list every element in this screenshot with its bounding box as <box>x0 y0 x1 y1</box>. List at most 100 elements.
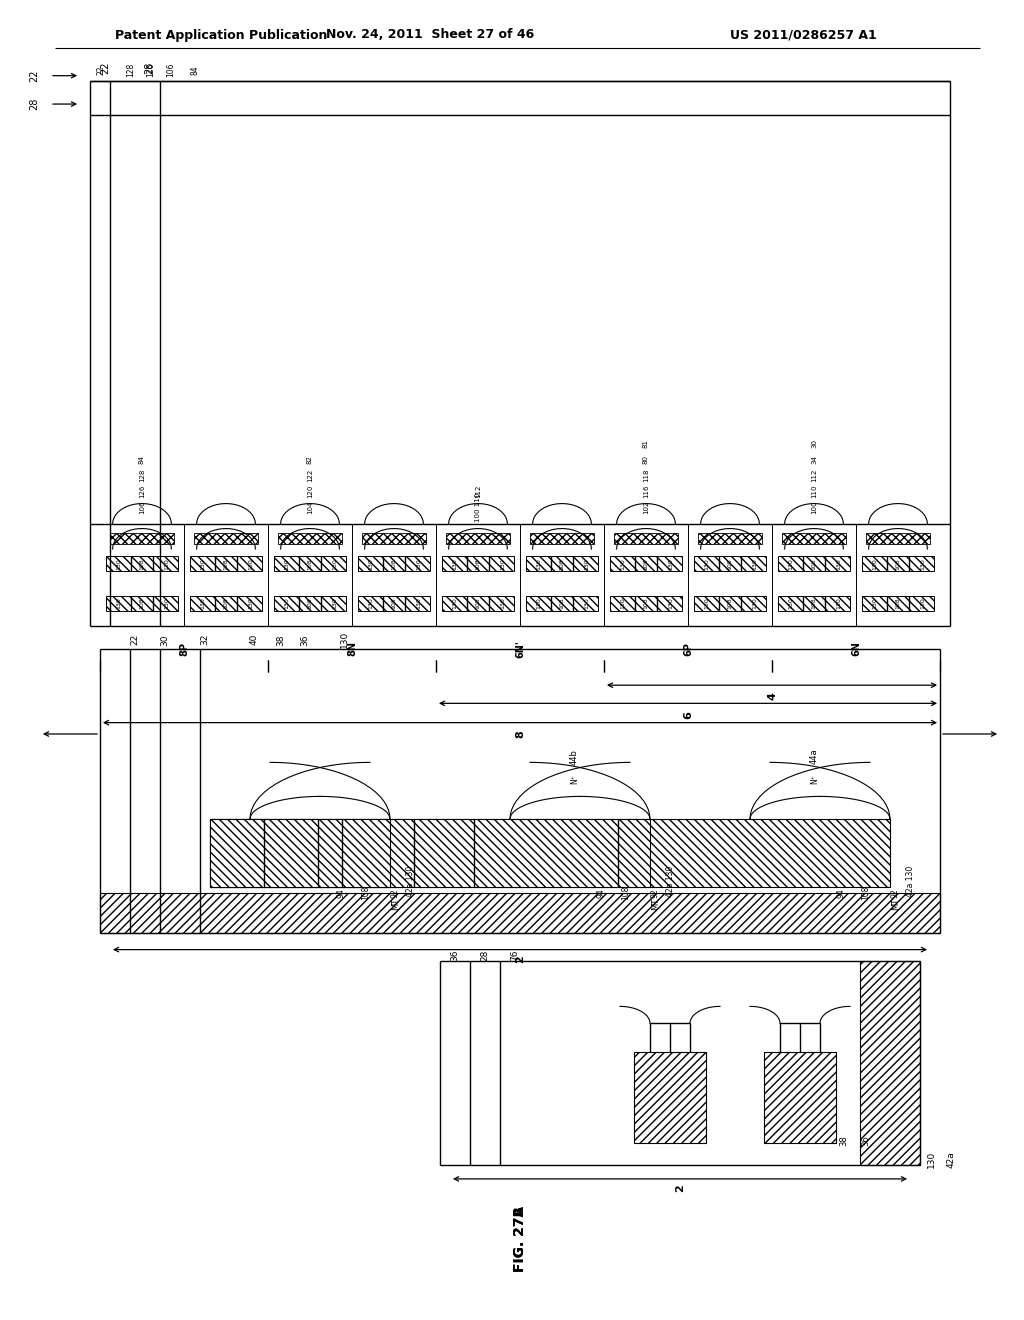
Text: 84: 84 <box>139 455 145 463</box>
Text: 6N': 6N' <box>515 640 525 657</box>
Text: 130: 130 <box>285 598 290 610</box>
Text: 6: 6 <box>683 710 693 718</box>
Text: 38: 38 <box>840 1135 849 1146</box>
Text: 116: 116 <box>643 484 649 498</box>
Text: 108: 108 <box>475 598 480 610</box>
Text: 108: 108 <box>391 598 396 610</box>
Text: 32: 32 <box>200 634 209 645</box>
Text: 130: 130 <box>837 598 842 610</box>
Text: 81: 81 <box>643 440 649 447</box>
Polygon shape <box>778 556 850 572</box>
Text: 130: 130 <box>669 598 674 610</box>
Text: 8N: 8N <box>347 642 357 656</box>
Polygon shape <box>634 1052 706 1143</box>
Polygon shape <box>442 556 514 572</box>
Text: 130: 130 <box>285 558 290 570</box>
Polygon shape <box>210 820 390 887</box>
Text: 94: 94 <box>597 888 606 898</box>
Polygon shape <box>106 597 178 611</box>
Polygon shape <box>526 556 598 572</box>
Text: 28: 28 <box>29 98 39 111</box>
Text: 36: 36 <box>300 634 309 645</box>
Text: 126: 126 <box>139 484 145 498</box>
Text: 108: 108 <box>727 598 732 610</box>
Text: 130: 130 <box>621 598 626 610</box>
Text: 108: 108 <box>391 558 396 569</box>
Text: 42a: 42a <box>947 1151 956 1168</box>
Text: MT: MT <box>891 898 900 911</box>
Polygon shape <box>860 961 920 1166</box>
Text: 108: 108 <box>896 558 900 569</box>
Text: 130: 130 <box>872 558 878 570</box>
Polygon shape <box>358 556 430 572</box>
Text: 108: 108 <box>139 558 144 569</box>
Text: 6P: 6P <box>683 642 693 656</box>
Text: 130: 130 <box>369 558 374 570</box>
Text: 130: 130 <box>369 598 374 610</box>
Text: 30: 30 <box>160 634 169 645</box>
Text: 130: 130 <box>621 558 626 570</box>
Text: MT: MT <box>391 898 400 911</box>
Text: 22: 22 <box>29 70 39 82</box>
Text: 2: 2 <box>675 1184 685 1192</box>
Text: 118: 118 <box>643 469 649 482</box>
Text: 36: 36 <box>861 1135 870 1146</box>
Text: 112: 112 <box>475 484 481 498</box>
Text: 100: 100 <box>811 500 817 513</box>
Text: US 2011/0286257 A1: US 2011/0286257 A1 <box>730 29 877 41</box>
Text: Patent Application Publication: Patent Application Publication <box>115 29 328 41</box>
Text: 104: 104 <box>307 500 313 513</box>
Text: 130: 130 <box>417 598 422 610</box>
Text: 130: 130 <box>201 598 206 610</box>
Text: 108: 108 <box>811 598 816 610</box>
Text: 28: 28 <box>144 62 154 74</box>
Text: 130: 130 <box>501 598 506 610</box>
Polygon shape <box>778 597 850 611</box>
Text: 130: 130 <box>340 631 349 648</box>
Polygon shape <box>698 533 762 544</box>
Polygon shape <box>194 533 258 544</box>
Text: 130: 130 <box>201 558 206 570</box>
Text: 108: 108 <box>643 598 648 610</box>
Text: 120: 120 <box>307 484 313 498</box>
Text: FIG. 27A: FIG. 27A <box>513 1206 527 1272</box>
Text: Nov. 24, 2011  Sheet 27 of 46: Nov. 24, 2011 Sheet 27 of 46 <box>326 29 535 41</box>
Text: 42a 130: 42a 130 <box>906 866 915 898</box>
Text: 130: 130 <box>705 558 710 570</box>
Text: 130: 130 <box>585 598 590 610</box>
Text: 106: 106 <box>166 63 175 78</box>
Text: 122: 122 <box>307 469 313 482</box>
Text: 108: 108 <box>223 558 228 569</box>
Text: 76: 76 <box>510 949 519 961</box>
Text: 130: 130 <box>705 598 710 610</box>
Text: N⁺: N⁺ <box>810 775 819 784</box>
Text: 28: 28 <box>480 949 489 961</box>
Text: 130: 130 <box>453 598 458 610</box>
Polygon shape <box>442 597 514 611</box>
Text: 130: 130 <box>333 598 338 610</box>
Text: 108: 108 <box>896 598 900 610</box>
Text: 130: 130 <box>333 558 338 570</box>
Text: 130: 130 <box>921 558 926 570</box>
Text: 130: 130 <box>249 598 254 610</box>
Text: 108: 108 <box>307 598 312 610</box>
Polygon shape <box>530 533 594 544</box>
Text: 130: 130 <box>165 598 170 610</box>
Polygon shape <box>210 820 650 887</box>
Polygon shape <box>694 597 766 611</box>
Text: 108: 108 <box>643 558 648 569</box>
Polygon shape <box>610 556 682 572</box>
Text: 40: 40 <box>250 634 259 645</box>
Text: 130: 130 <box>117 598 122 610</box>
Text: N⁺: N⁺ <box>570 775 579 784</box>
Polygon shape <box>446 533 510 544</box>
Text: 34: 34 <box>811 455 817 463</box>
Text: 30: 30 <box>811 440 817 447</box>
Text: 108: 108 <box>307 558 312 569</box>
Polygon shape <box>862 556 934 572</box>
Text: 44a: 44a <box>810 748 819 764</box>
Text: 130: 130 <box>453 558 458 570</box>
Polygon shape <box>210 820 890 887</box>
Text: 108: 108 <box>223 598 228 610</box>
Polygon shape <box>190 556 262 572</box>
